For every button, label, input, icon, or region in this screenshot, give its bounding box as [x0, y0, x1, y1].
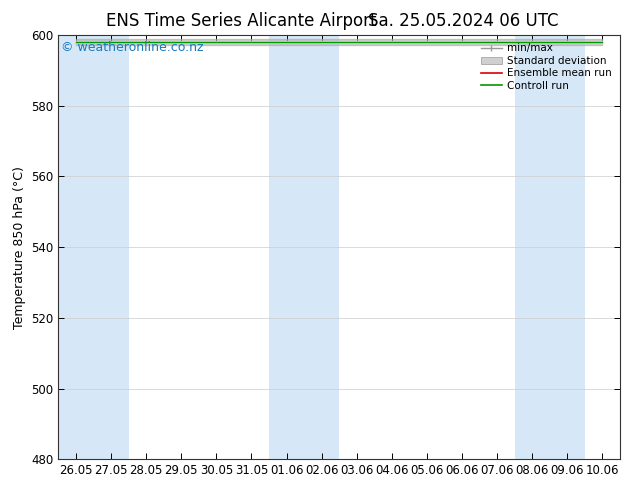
- Legend: min/max, Standard deviation, Ensemble mean run, Controll run: min/max, Standard deviation, Ensemble me…: [477, 40, 614, 94]
- Bar: [93, 35, 129, 460]
- Bar: [304, 35, 339, 460]
- Y-axis label: Temperature 850 hPa (°C): Temperature 850 hPa (°C): [13, 166, 26, 329]
- Text: ENS Time Series Alicante Airport: ENS Time Series Alicante Airport: [106, 12, 376, 30]
- Bar: [550, 35, 585, 460]
- Bar: [269, 35, 304, 460]
- Text: Sa. 25.05.2024 06 UTC: Sa. 25.05.2024 06 UTC: [368, 12, 558, 30]
- Bar: [58, 35, 93, 460]
- Text: © weatheronline.co.nz: © weatheronline.co.nz: [61, 41, 204, 54]
- Bar: [515, 35, 550, 460]
